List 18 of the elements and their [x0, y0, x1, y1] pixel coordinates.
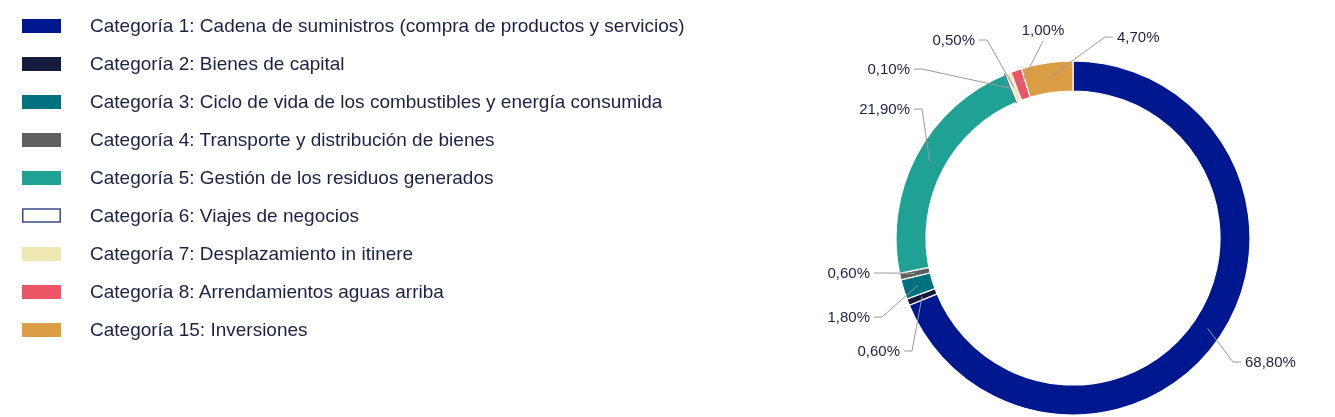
legend-label: Categoría 8: Arrendamientos aguas arriba — [90, 281, 445, 302]
legend-label: Categoría 4: Transporte y distribución de bienes — [90, 129, 495, 150]
legend-label: Categoría 2: Bienes de capital — [90, 53, 345, 74]
legend-label: Categoría 7: Desplazamiento in itinere — [90, 243, 414, 264]
data-label: 1,80% — [827, 308, 870, 325]
data-label: 4,70% — [1117, 28, 1160, 45]
data-label: 0,60% — [857, 342, 900, 359]
legend-label: Categoría 6: Viajes de negocios — [90, 205, 359, 226]
data-label: 21,90% — [859, 100, 910, 117]
legend-label: Categoría 15: Inversiones — [90, 319, 308, 340]
legend-label: Categoría 5: Gestión de los residuos generados — [90, 167, 494, 188]
data-label: 0,60% — [827, 264, 870, 281]
legend-label: Categoría 1: Cadena de suministros (compra de productos y servicios) — [90, 15, 685, 36]
data-label: 68,80% — [1245, 353, 1296, 370]
data-label: 1,00% — [1021, 21, 1065, 38]
legend-label: Categoría 3: Ciclo de vida de los combustibles y energía consumida — [90, 91, 663, 112]
data-label: 0,10% — [867, 60, 910, 77]
data-label: 0,50% — [932, 31, 975, 48]
